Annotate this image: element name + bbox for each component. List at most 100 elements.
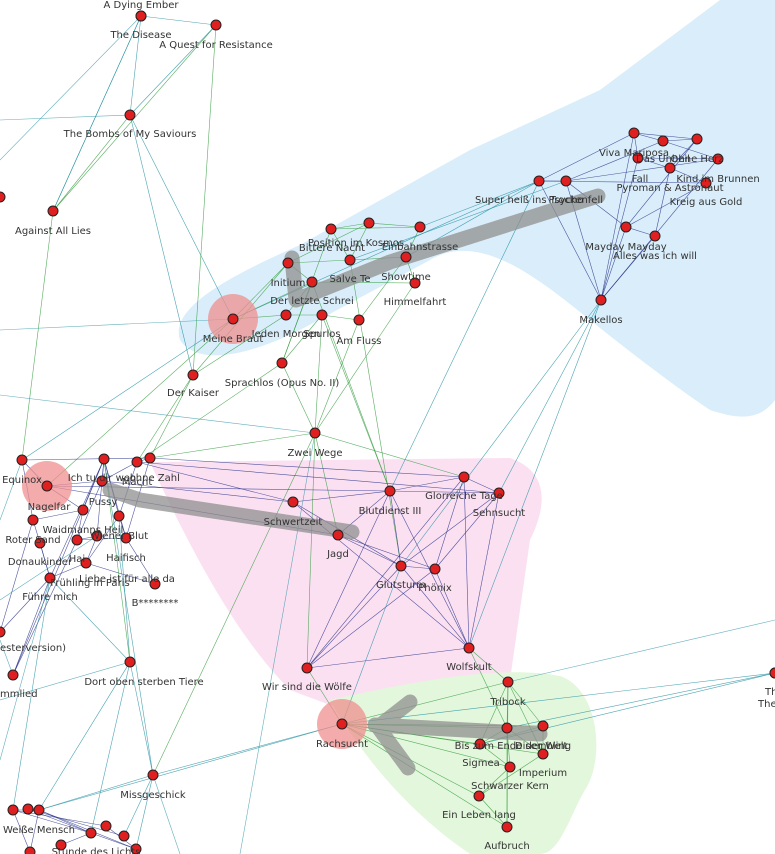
node-aufbruch[interactable] — [501, 821, 513, 833]
edge-bombs-der_kaiser — [129, 114, 194, 376]
edge-dort_oben-fuhre_mich — [49, 577, 131, 663]
node-pyroman[interactable] — [664, 162, 676, 174]
node-imperium[interactable] — [537, 748, 549, 760]
node-bstar[interactable] — [149, 578, 161, 590]
node-bis_zum[interactable] — [474, 738, 486, 750]
node-viva_mariposa[interactable] — [628, 127, 640, 139]
node-meine_braut[interactable] — [227, 313, 239, 325]
node-stunde[interactable] — [130, 843, 142, 854]
node-dort_oben[interactable] — [124, 656, 136, 668]
node-super_heiss[interactable] — [533, 175, 545, 187]
node-nagelfar[interactable] — [41, 480, 53, 492]
node-fall[interactable] — [632, 152, 644, 164]
node-donaukinder[interactable] — [34, 537, 46, 549]
node-ich_tu[interactable] — [96, 475, 108, 487]
node-fruhling[interactable] — [91, 530, 103, 542]
node-initium[interactable] — [282, 257, 294, 269]
node-label-haifisch: Haifisch — [106, 553, 146, 564]
node-jagd[interactable] — [332, 529, 344, 541]
node-disembling[interactable] — [537, 720, 549, 732]
node-ballad2[interactable] — [769, 667, 775, 679]
node-sprachlos[interactable] — [276, 357, 288, 369]
node-tribock[interactable] — [502, 676, 514, 688]
node-bl7[interactable] — [55, 839, 67, 851]
node-position[interactable] — [325, 223, 337, 235]
node-weisse[interactable] — [33, 804, 45, 816]
node-label-wiener_blut: Wiener Blut — [90, 531, 148, 542]
node-das_unheil[interactable] — [657, 135, 669, 147]
node-a_quest[interactable] — [210, 19, 222, 31]
node-sehnsucht[interactable] — [493, 487, 505, 499]
node-makellos[interactable] — [595, 294, 607, 306]
node-schwarzer_kern[interactable] — [504, 761, 516, 773]
node-phonix[interactable] — [429, 563, 441, 575]
node-the_disease[interactable] — [135, 10, 147, 22]
edge-missgeschick-dort_oben — [129, 661, 154, 776]
node-sigmea[interactable] — [501, 722, 513, 734]
node-label-aufbruch: Aufbruch — [484, 841, 529, 852]
node-fuhre_mich[interactable] — [44, 572, 56, 584]
node-jeden_morgen[interactable] — [280, 309, 292, 321]
node-kreig_aus_gold[interactable] — [700, 177, 712, 189]
node-label-alles_was: Alles was ich will — [613, 251, 697, 262]
node-roter_sand[interactable] — [27, 514, 39, 526]
node-ment[interactable] — [0, 191, 6, 203]
node-spurlos[interactable] — [316, 309, 328, 321]
edge-tribock-aufbruch — [506, 681, 509, 828]
node-bl4[interactable] — [22, 803, 34, 815]
node-bl2[interactable] — [85, 827, 97, 839]
node-pussy[interactable] — [98, 453, 110, 465]
node-ohne_zahl[interactable] — [144, 452, 156, 464]
node-zwei_wege[interactable] — [309, 427, 321, 439]
node-himmelfahrt[interactable] — [409, 277, 421, 289]
edge-wir_sind-wolfskult — [306, 647, 470, 669]
edge-rachsucht-aufbruch — [341, 723, 508, 828]
node-label-tribock: Tribock — [489, 697, 525, 708]
edge-zwei_wege-wir_sind — [306, 432, 316, 669]
node-waidmanns[interactable] — [77, 504, 89, 516]
node-schwertzeit[interactable] — [287, 496, 299, 508]
node-hai[interactable] — [71, 534, 83, 546]
node-macht[interactable] — [131, 456, 143, 468]
node-alles_was[interactable] — [649, 230, 661, 242]
node-glutsturm[interactable] — [395, 560, 407, 572]
edge-sprachlos-spurlos — [281, 314, 323, 364]
edge-zwei_wege-missgeschick — [152, 432, 316, 776]
node-rachsucht[interactable] — [336, 718, 348, 730]
node-orchesterversion[interactable] — [0, 626, 6, 638]
edge-blutdienst-glorreiche — [389, 476, 465, 492]
node-am_fluss[interactable] — [353, 314, 365, 326]
node-mayday[interactable] — [620, 221, 632, 233]
node-ohne_herz[interactable] — [691, 133, 703, 145]
node-liebe_ist[interactable] — [80, 557, 92, 569]
node-blutdienst[interactable] — [384, 485, 396, 497]
node-der_letzte[interactable] — [306, 276, 318, 288]
node-ein_leben[interactable] — [473, 790, 485, 802]
node-der_kaiser[interactable] — [187, 369, 199, 381]
edge-bl5-bl4 — [27, 808, 125, 837]
edge-position-einbahnstrasse — [330, 226, 421, 230]
node-label-hai: Hai — [69, 554, 85, 565]
node-showtime[interactable] — [400, 251, 412, 263]
node-mmlied[interactable] — [7, 669, 19, 681]
node-wolfskult[interactable] — [463, 642, 475, 654]
graph-nodes — [0, 10, 775, 854]
node-bl5[interactable] — [118, 830, 130, 842]
node-bl1[interactable] — [7, 804, 19, 816]
node-wir_sind[interactable] — [301, 662, 313, 674]
node-equinox[interactable] — [16, 454, 28, 466]
node-bittere_nacht[interactable] — [363, 217, 375, 229]
node-bl3[interactable] — [24, 846, 36, 854]
node-einbahnstrasse[interactable] — [414, 221, 426, 233]
node-wiener_blut[interactable] — [113, 510, 125, 522]
node-haifisch[interactable] — [120, 532, 132, 544]
node-psycho[interactable] — [560, 175, 572, 187]
node-missgeschick[interactable] — [147, 769, 159, 781]
node-against_all_lies[interactable] — [47, 205, 59, 217]
node-bombs[interactable] — [124, 109, 136, 121]
node-label-against_all_lies: Against All Lies — [15, 226, 91, 237]
node-bl6[interactable] — [100, 820, 112, 832]
node-glorreiche[interactable] — [458, 471, 470, 483]
node-salve_te[interactable] — [344, 254, 356, 266]
node-kind_im_brunnen[interactable] — [712, 153, 724, 165]
